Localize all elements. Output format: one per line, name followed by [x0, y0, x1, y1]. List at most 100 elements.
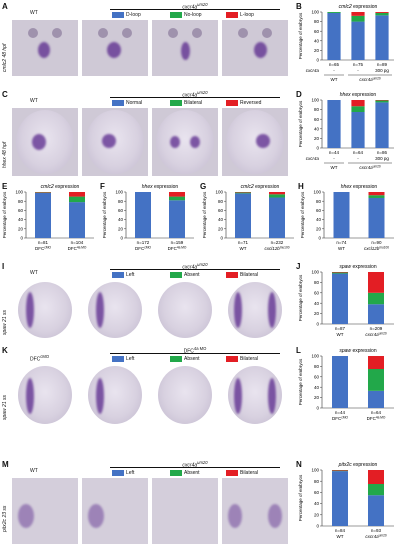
y-tick-label: 60 — [316, 208, 322, 213]
chart-title: spaw expression — [339, 348, 376, 354]
category-label: n=44 — [329, 150, 340, 155]
group-label: DFC4a MO — [168, 246, 187, 252]
chart-d: hhex expression Percentage of embryos 0 20 4… — [298, 92, 394, 170]
y-tick-label: 80 — [314, 19, 320, 24]
panel-a-image-wt — [12, 20, 78, 76]
y-tick-label: 40 — [18, 217, 24, 222]
y-tick-label: 0 — [220, 236, 223, 241]
y-axis-label: Percentage of embryos — [298, 274, 303, 321]
chart-l: spaw expression Percentage of embryos 0 20 4… — [298, 348, 394, 421]
panel-c-image-wt — [12, 108, 78, 176]
chart-title: pitx2c expression — [338, 462, 378, 468]
group-label: cxcr4aum20 — [365, 534, 386, 540]
chart-title: hhex expression — [341, 184, 378, 190]
legend-absent: Absent — [170, 272, 200, 278]
panel-k-image-bilateral — [222, 364, 288, 426]
panel-i-image-wt — [12, 280, 78, 340]
panel-m-genotype-line — [110, 467, 280, 468]
y-tick-label: 100 — [15, 190, 23, 195]
bar-segment — [169, 192, 185, 197]
y-tick-label: 0 — [316, 524, 319, 529]
legend-normal: Normal — [112, 100, 142, 106]
bar-segment — [235, 192, 251, 194]
bar-segment — [368, 272, 384, 293]
panel-a-genotype: cxcr4aum20 — [182, 2, 208, 11]
bar-segment — [327, 12, 341, 13]
bar-segment — [332, 470, 348, 472]
legend-lloop: L-loop — [226, 12, 254, 18]
y-tick-label: 0 — [318, 236, 321, 241]
bar-segment — [69, 202, 85, 238]
bar-segment — [351, 106, 365, 112]
bar-segment — [332, 273, 348, 324]
dose-label: 300 pg — [375, 156, 389, 161]
panel-m-wt-label: WT — [30, 468, 38, 474]
panel-label-e: E — [2, 182, 8, 191]
category-label: n=93 — [371, 528, 382, 533]
bar-segment — [327, 100, 341, 148]
y-tick-label: 0 — [20, 236, 23, 241]
y-tick-label: 60 — [218, 208, 224, 213]
y-tick-label: 0 — [316, 322, 319, 327]
y-tick-label: 80 — [316, 199, 322, 204]
chart-title: cmlc2 expression — [241, 184, 280, 190]
panel-label-l: L — [296, 346, 301, 355]
y-tick-label: 40 — [314, 301, 320, 306]
panel-label-b: B — [296, 2, 302, 11]
bar-segment — [235, 193, 251, 238]
panel-i-image-bilateral — [222, 280, 288, 340]
y-tick-label: 60 — [314, 29, 320, 34]
panel-m-image-absent — [152, 478, 218, 544]
y-tick-label: 80 — [314, 479, 320, 484]
panel-label-j: J — [296, 262, 301, 271]
bar-segment — [351, 100, 365, 107]
legend-swatch-green — [170, 12, 182, 18]
y-tick-label: 40 — [314, 126, 320, 131]
y-tick-label: 20 — [314, 136, 320, 141]
bar-segment — [368, 195, 385, 198]
bar-segment — [368, 495, 384, 526]
panel-a-wt-label: WT — [30, 10, 38, 16]
y-tick-label: 20 — [118, 226, 124, 231]
y-tick-label: 80 — [314, 280, 320, 285]
category-label: n=87 — [335, 326, 346, 331]
y-tick-label: 40 — [118, 217, 124, 222]
bar-segment — [375, 102, 389, 148]
y-tick-label: 20 — [314, 311, 320, 316]
panel-c-image-normal — [82, 108, 148, 176]
group-label: WT — [331, 165, 338, 170]
legend-bilateral: Bilateral — [170, 100, 202, 106]
y-tick-label: 0 — [316, 406, 319, 411]
group-label: DFCcMO — [135, 246, 151, 252]
y-tick-label: 100 — [115, 190, 123, 195]
panel-c-genotype: cxcr4aum20 — [182, 90, 208, 99]
y-tick-label: 60 — [314, 490, 320, 495]
legend-bilateral: Bilateral — [226, 272, 258, 278]
legend-absent: Absent — [170, 356, 200, 362]
panel-a-image-noloop — [152, 20, 218, 76]
category-label: n=86 — [377, 150, 388, 155]
chart-b: cmlc2 expression Percentage of embryos 0 20… — [298, 4, 394, 82]
panel-m-image-left — [82, 478, 148, 544]
category-label: n=89 — [377, 62, 388, 67]
panel-label-a: A — [2, 2, 8, 11]
chart-title: cmlc2 expression — [339, 4, 378, 10]
legend-swatch-blue — [112, 12, 124, 18]
dose-label: - — [357, 68, 359, 73]
y-tick-label: 60 — [314, 374, 320, 379]
row-label: cxcr4a — [306, 156, 320, 161]
bar-segment — [368, 470, 384, 484]
bar-segment — [351, 15, 365, 22]
group-label: WT — [337, 534, 344, 539]
panel-i-genotype-line — [110, 269, 280, 270]
chart-g: cmlc2 expression Percentage of embryos 0 20… — [202, 184, 294, 251]
category-label: n=209 — [370, 326, 383, 331]
group-label: DFCcMO — [35, 246, 51, 252]
legend-left: Left — [112, 470, 134, 476]
y-tick-label: 40 — [218, 217, 224, 222]
bar-segment — [368, 197, 385, 238]
row-label: cxcr4a — [306, 68, 320, 73]
legend-left: Left — [112, 272, 134, 278]
category-label: n=90 — [371, 240, 382, 245]
legend-dloop: D-loop — [112, 12, 141, 18]
